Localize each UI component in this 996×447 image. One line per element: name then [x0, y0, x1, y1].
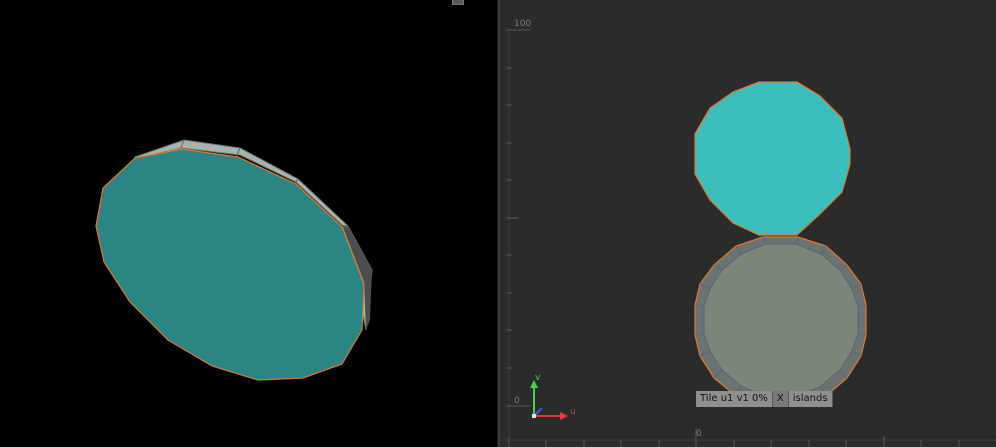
viewport-3d-canvas[interactable]	[0, 0, 497, 447]
uv-status-bar: Tile u1 v1 0% X islands	[696, 391, 833, 407]
axis-u-label: u	[570, 407, 576, 417]
axis-origin	[532, 414, 536, 418]
axis-u-arrow	[560, 412, 568, 420]
axis-v-label: v	[535, 373, 541, 383]
viewport-menu-button[interactable]	[452, 0, 464, 5]
status-close-button[interactable]: X	[772, 391, 789, 407]
uv-island-selected[interactable]	[694, 81, 851, 236]
islands-status: islands	[788, 391, 833, 407]
axis-v-arrow	[530, 380, 538, 388]
viewport-splitter[interactable]	[497, 0, 500, 447]
cylinder-cap-face[interactable]	[95, 148, 365, 381]
uv-island-face[interactable]	[703, 243, 859, 398]
u-ruler-label-origin: 0	[696, 429, 702, 439]
viewport-3d[interactable]	[0, 0, 497, 447]
v-ruler-label-top: 100	[514, 19, 532, 29]
uv-canvas[interactable]	[500, 0, 996, 447]
uv-editor[interactable]: 100 0 0 v u Tile u1 v1 0% X islands	[500, 0, 996, 447]
tile-status: Tile u1 v1 0%	[696, 391, 773, 407]
rim-edge-line	[235, 147, 241, 158]
rim-edge-line	[179, 139, 185, 151]
v-ruler-label-origin: 0	[514, 396, 520, 406]
cylinder-rim-right	[342, 225, 372, 330]
